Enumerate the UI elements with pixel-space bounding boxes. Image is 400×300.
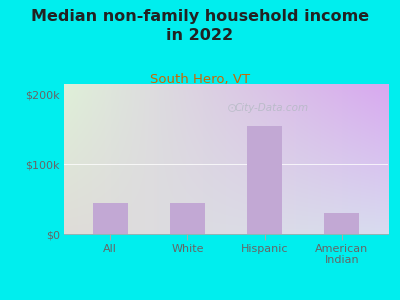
Bar (324, 213, 359, 234)
Bar (247, 126, 282, 234)
Text: ⊙: ⊙ (227, 101, 238, 115)
Text: South Hero, VT: South Hero, VT (150, 74, 250, 86)
Text: Median non-family household income
in 2022: Median non-family household income in 20… (31, 9, 369, 43)
Bar (93, 202, 128, 234)
Bar (170, 202, 205, 234)
Text: City-Data.com: City-Data.com (234, 103, 308, 113)
